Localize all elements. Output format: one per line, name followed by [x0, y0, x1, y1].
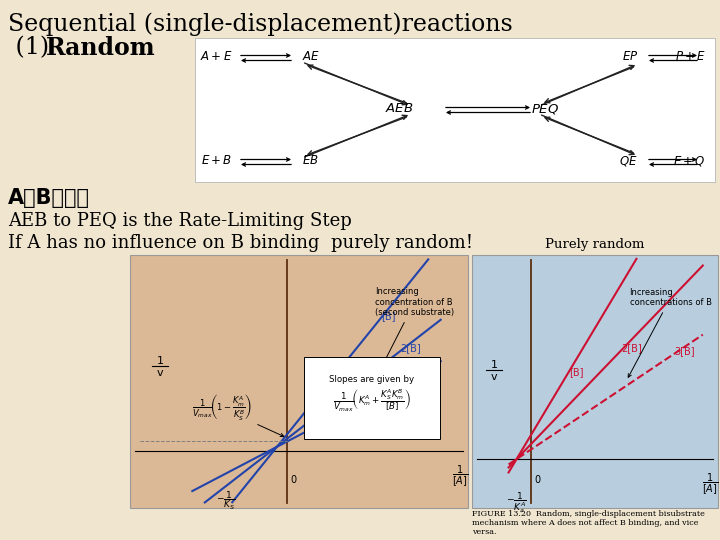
Text: 3[B]: 3[B]: [674, 346, 695, 356]
Text: Slopes are given by
$\dfrac{1}{V_{max}}\!\left(K_m^A + \dfrac{K_S^A K_m^B}{[B]}\: Slopes are given by $\dfrac{1}{V_{max}}\…: [330, 375, 415, 414]
Text: $E + Q$: $E + Q$: [673, 154, 706, 168]
Text: 1: 1: [156, 356, 163, 366]
Text: Sequential (single-displacement)reactions: Sequential (single-displacement)reaction…: [8, 12, 513, 36]
Text: Purely random: Purely random: [545, 238, 644, 251]
Text: $AEB$: $AEB$: [384, 103, 413, 116]
Bar: [472, 255, 718, 508]
Text: $\dfrac{1}{[A]}$: $\dfrac{1}{[A]}$: [452, 463, 468, 488]
Text: Increasing
concentrations of B: Increasing concentrations of B: [629, 288, 711, 377]
Text: v: v: [157, 368, 163, 378]
Text: 2[B]: 2[B]: [621, 343, 642, 353]
Text: $-\dfrac{1}{K_a^A}$: $-\dfrac{1}{K_a^A}$: [506, 490, 527, 515]
Text: $PEQ$: $PEQ$: [531, 102, 559, 116]
Text: $\dfrac{1}{V_{max}}\!\left(1 - \dfrac{K_m^A}{K_S^B}\right)$: $\dfrac{1}{V_{max}}\!\left(1 - \dfrac{K_…: [192, 394, 284, 436]
Text: $A + E$: $A + E$: [199, 51, 232, 64]
Text: [B]: [B]: [381, 311, 395, 321]
Bar: [130, 255, 468, 508]
Text: $QE$: $QE$: [619, 154, 638, 168]
Text: [B]: [B]: [569, 367, 583, 377]
Text: AEB to PEQ is the Rate-Limiting Step: AEB to PEQ is the Rate-Limiting Step: [8, 212, 352, 230]
Text: Random: Random: [46, 36, 156, 60]
Text: $P + E$: $P + E$: [675, 51, 706, 64]
Text: $AE$: $AE$: [302, 51, 320, 64]
Text: $-\dfrac{1}{K_S}$: $-\dfrac{1}{K_S}$: [216, 490, 235, 512]
Text: 3[B]: 3[B]: [419, 363, 439, 373]
Text: 0: 0: [534, 475, 540, 485]
Text: $EP$: $EP$: [621, 51, 638, 64]
Text: Increasing
concentration of B
(second substrate): Increasing concentration of B (second su…: [369, 287, 454, 391]
Text: FIGURE 13.20  Random, single-displacement bisubstrate
mechanism where A does not: FIGURE 13.20 Random, single-displacement…: [472, 510, 705, 536]
Text: 1: 1: [490, 361, 498, 370]
Text: v: v: [491, 373, 498, 382]
Text: 2[B]: 2[B]: [400, 343, 420, 353]
Text: If A has no influence on B binding  purely random!: If A has no influence on B binding purel…: [8, 234, 473, 252]
Text: A、B非競爭: A、B非競爭: [8, 188, 90, 208]
Text: (1): (1): [8, 36, 49, 59]
Text: $EB$: $EB$: [302, 154, 319, 167]
Text: 0: 0: [290, 475, 297, 485]
Text: $E + B$: $E + B$: [201, 154, 232, 167]
Bar: [195, 38, 715, 182]
Text: $\dfrac{1}{[A]}$: $\dfrac{1}{[A]}$: [702, 471, 718, 496]
